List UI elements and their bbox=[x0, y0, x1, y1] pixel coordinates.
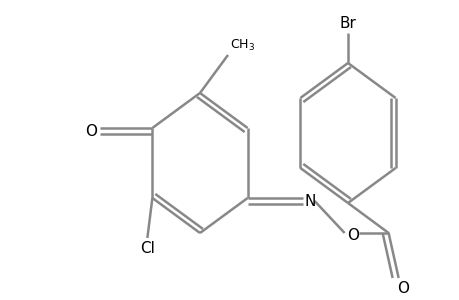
Text: O: O bbox=[396, 281, 408, 296]
Text: O: O bbox=[85, 124, 97, 139]
Text: CH$_3$: CH$_3$ bbox=[230, 38, 255, 53]
Text: Cl: Cl bbox=[140, 241, 155, 256]
Text: O: O bbox=[346, 227, 358, 242]
Text: Br: Br bbox=[339, 16, 356, 31]
Text: N: N bbox=[304, 194, 315, 208]
